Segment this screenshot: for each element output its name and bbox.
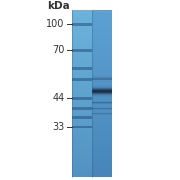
- Text: 100: 100: [46, 19, 65, 29]
- Text: 33: 33: [53, 122, 65, 132]
- Text: 70: 70: [52, 46, 65, 55]
- Text: kDa: kDa: [48, 1, 70, 11]
- Text: 44: 44: [53, 93, 65, 103]
